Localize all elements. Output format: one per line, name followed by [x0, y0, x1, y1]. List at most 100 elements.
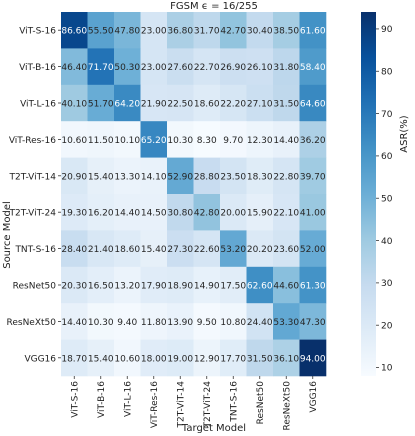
cell-value-label: 31.70 — [194, 27, 220, 37]
heatmap-cell — [167, 303, 194, 340]
heatmap-cell — [193, 266, 221, 304]
heatmap-cell — [246, 121, 274, 158]
column-label-tnt-s-16: TNT-S-16 — [229, 381, 239, 423]
cell-value-label: 36.20 — [300, 136, 326, 146]
colorbar-tick-label: 80 — [381, 67, 393, 77]
heatmap-cell — [220, 230, 247, 268]
chart-title: FGSM ϵ = 16/255 — [170, 1, 258, 12]
heatmap-cell — [273, 48, 300, 86]
column-label-vit-b-16: ViT-B-16 — [97, 381, 107, 418]
heatmap-cell-labels: 86.60 55.50 47.80 23.00 36.80 31.70 42.70 30.40… — [61, 27, 326, 365]
cell-value-label: 18.70 — [61, 354, 87, 364]
heatmap-cell — [299, 266, 327, 304]
heatmap-cell — [246, 12, 274, 49]
row-label-vit-b-16: ViT-B-16 — [19, 63, 56, 73]
cell-value-label: 55.50 — [88, 27, 114, 37]
cell-value-label: 17.70 — [220, 354, 246, 364]
heatmap-cell — [140, 12, 168, 49]
cell-value-label: 14.40 — [273, 136, 299, 146]
cell-value-label: 28.40 — [61, 245, 87, 255]
heatmap-cell — [193, 12, 221, 49]
heatmap-cell — [193, 157, 221, 195]
cell-value-label: 31.50 — [273, 100, 299, 110]
heatmap-cell — [87, 121, 115, 158]
heatmap-cell — [140, 194, 168, 231]
column-label-t2t-vit-14: T2T-ViT-14 — [176, 381, 186, 429]
heatmap-cell — [246, 266, 274, 304]
cell-value-label: 15.90 — [247, 209, 273, 219]
colorbar-tick-label: 10 — [381, 364, 393, 374]
cell-value-label: 10.60 — [114, 354, 140, 364]
heatmap-cell — [140, 303, 168, 340]
heatmap-cell — [193, 303, 221, 340]
cell-value-label: 27.30 — [167, 245, 193, 255]
heatmap-cell — [299, 194, 327, 231]
cell-value-label: 31.80 — [273, 63, 299, 73]
cell-value-label: 42.70 — [220, 27, 246, 37]
cell-value-label: 94.00 — [300, 354, 326, 364]
cell-value-label: 42.80 — [194, 209, 220, 219]
cell-value-label: 53.30 — [273, 318, 299, 328]
heatmap-cell — [61, 121, 88, 158]
heatmap-cell — [299, 230, 327, 268]
cell-value-label: 15.40 — [141, 245, 167, 255]
heatmap-cell — [220, 194, 247, 231]
cell-value-label: 17.50 — [220, 282, 246, 292]
heatmap-cell — [114, 230, 141, 268]
cell-value-label: 24.40 — [247, 318, 273, 328]
heatmap-cell — [61, 266, 88, 304]
heatmap-cell — [61, 84, 88, 122]
cell-value-label: 61.30 — [300, 282, 326, 292]
column-label-vit-res-16: ViT-Res-16 — [150, 381, 160, 428]
heatmap-cell — [167, 339, 194, 377]
cell-value-label: 30.40 — [247, 27, 273, 37]
heatmap-cell — [220, 84, 247, 122]
heatmap-cell — [61, 12, 88, 49]
heatmap-cell — [273, 12, 300, 49]
cell-value-label: 23.00 — [141, 63, 167, 73]
colorbar-label: ASR(%) — [399, 115, 410, 153]
heatmap-cell — [87, 12, 115, 49]
heatmap-cell — [114, 157, 141, 195]
heatmap-cell — [140, 157, 168, 195]
cell-value-label: 38.50 — [273, 27, 299, 37]
heatmap-cell — [61, 157, 88, 195]
heatmap-cell — [299, 12, 327, 49]
cell-value-label: 14.10 — [141, 172, 167, 182]
row-tick-labels: ViT-S-16 ViT-B-16 ViT-L-16 ViT-Res-16 T2T-Vi… — [7, 27, 61, 364]
cell-value-label: 14.40 — [114, 209, 140, 219]
heatmap-cell — [61, 230, 88, 268]
heatmap-cell — [167, 194, 194, 231]
cell-value-label: 27.60 — [167, 63, 193, 73]
heatmap-cell — [220, 157, 247, 195]
cell-value-label: 15.40 — [88, 354, 114, 364]
heatmap-cell — [87, 157, 115, 195]
cell-value-label: 14.50 — [141, 209, 167, 219]
heatmap-cell — [299, 84, 327, 122]
heatmap-cell — [273, 339, 300, 377]
cell-value-label: 64.60 — [300, 100, 326, 110]
row-label-t2t-vit-14: T2T-ViT-14 — [9, 172, 57, 182]
heatmap-cell — [167, 121, 194, 158]
cell-value-label: 52.00 — [300, 245, 326, 255]
row-label-vit-l-16: ViT-L-16 — [20, 100, 56, 110]
cell-value-label: 23.00 — [141, 27, 167, 37]
cell-value-label: 14.90 — [194, 282, 220, 292]
heatmap-cell — [299, 121, 327, 158]
heatmap-cell — [114, 48, 141, 86]
heatmap-cell — [220, 339, 247, 377]
heatmap-cell — [246, 339, 274, 377]
cell-value-label: 20.00 — [220, 209, 246, 219]
heatmap-cell — [299, 339, 327, 377]
cell-value-label: 10.30 — [88, 318, 114, 328]
heatmap-cell — [167, 12, 194, 49]
cell-value-label: 22.10 — [273, 209, 299, 219]
cell-value-label: 61.60 — [300, 27, 326, 37]
row-label-vit-s-16: ViT-S-16 — [19, 27, 56, 37]
row-label-vit-res-16: ViT-Res-16 — [9, 136, 56, 146]
heatmap-cell — [220, 121, 247, 158]
row-label-tnt-s-16: TNT-S-16 — [14, 245, 56, 255]
cell-value-label: 9.40 — [117, 318, 137, 328]
cell-value-label: 10.80 — [220, 318, 246, 328]
